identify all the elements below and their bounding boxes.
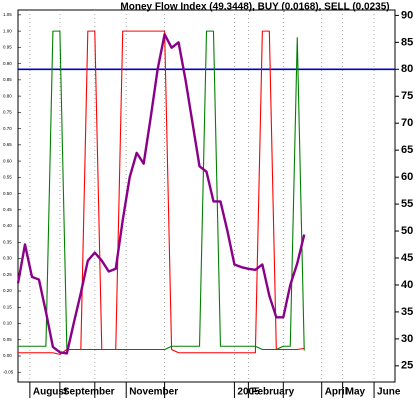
y-tick-label: 0.20: [3, 288, 12, 293]
x-tick-label: April: [325, 387, 348, 398]
series-line: [18, 30, 305, 355]
x-tick-label: November: [129, 387, 178, 398]
y-tick-label: 0.30: [3, 256, 12, 261]
chart-title: Money Flow Index (49.3448), BUY (0.0168)…: [120, 2, 389, 13]
y2-tick-label: 45: [401, 252, 413, 264]
y2-tick-label: 70: [401, 117, 413, 129]
y2-tick-label: 90: [401, 9, 413, 21]
y2-tick-label: 80: [401, 63, 413, 75]
y-tick-label: 0.65: [3, 142, 12, 147]
y-tick-label: 0.35: [3, 239, 12, 244]
y-tick-label: 0.25: [3, 272, 12, 277]
y-tick-label: 0.55: [3, 175, 12, 180]
y-tick-label: 0.50: [3, 191, 12, 196]
series-line: [18, 30, 305, 351]
y2-tick-label: 65: [401, 144, 413, 156]
y2-tick-label: 75: [401, 90, 413, 102]
y2-tick-label: 25: [401, 360, 413, 372]
y-tick-label: 0.60: [3, 158, 12, 163]
y-tick-label: 0.00: [3, 353, 12, 358]
x-tick-label: September: [63, 387, 115, 398]
y-tick-label: 0.85: [3, 77, 12, 82]
y-tick-label: 0.75: [3, 110, 12, 115]
y-tick-label: 0.90: [3, 61, 12, 66]
y2-tick-label: 55: [401, 198, 413, 210]
y-tick-label: 1.05: [3, 12, 12, 17]
y2-tick-label: 85: [401, 36, 413, 48]
y-tick-label: 0.70: [3, 126, 12, 131]
y-tick-label: 0.40: [3, 223, 12, 228]
y-tick-label: 0.45: [3, 207, 12, 212]
y2-tick-label: 50: [401, 225, 413, 237]
y2-tick-label: 35: [401, 306, 413, 318]
series-line: [16, 33, 306, 355]
y2-tick-label: 40: [401, 279, 413, 291]
y-tick-label: 0.95: [3, 45, 12, 50]
x-tick-label: August: [33, 387, 68, 398]
y2-tick-label: 60: [401, 171, 413, 183]
x-tick-label: February: [251, 387, 294, 398]
y-tick-label: 0.10: [3, 321, 12, 326]
y-tick-label: 0.15: [3, 304, 12, 309]
y-tick-label: 0.80: [3, 93, 12, 98]
y2-tick-label: 30: [401, 333, 413, 345]
plot-frame: [17, 9, 396, 383]
x-tick-label: June: [377, 387, 401, 398]
y-tick-label: -0.05: [3, 369, 14, 374]
x-tick-label: May: [346, 387, 366, 398]
y-tick-label: 1.00: [3, 28, 12, 33]
y-tick-label: 0.05: [3, 337, 12, 342]
